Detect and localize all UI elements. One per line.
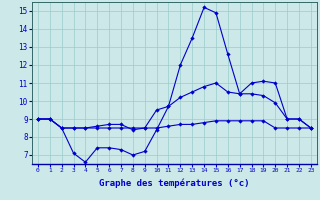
X-axis label: Graphe des températures (°c): Graphe des températures (°c) xyxy=(99,179,250,188)
